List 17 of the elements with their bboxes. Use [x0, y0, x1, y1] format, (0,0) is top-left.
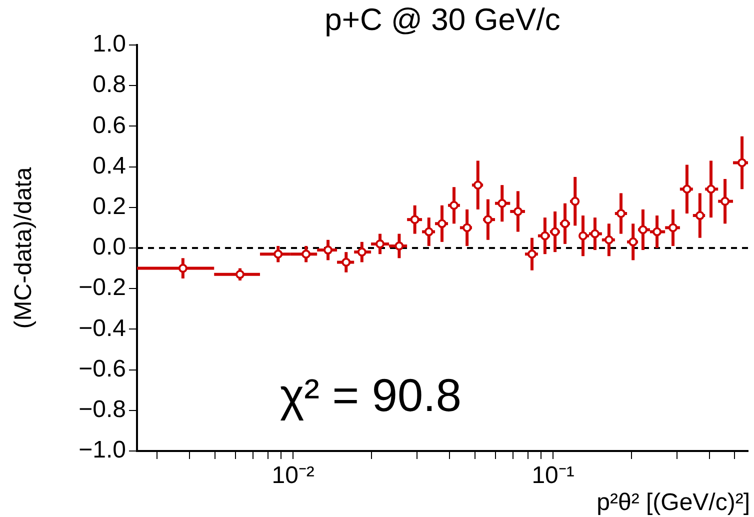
- y-tick-label: 0.0: [92, 234, 126, 261]
- x-tick-label: 10⁻²: [272, 462, 314, 490]
- y-tick-label: 0.8: [92, 71, 126, 98]
- chart-title: p+C @ 30 GeV/c: [324, 2, 562, 38]
- y-tick-label: −1.0: [78, 436, 126, 464]
- y-axis-title: (MC-data)/data: [10, 167, 38, 329]
- y-tick-label: −0.8: [78, 396, 126, 424]
- y-tick-label: 1.0: [92, 30, 126, 58]
- y-tick-label: 0.6: [92, 112, 126, 139]
- y-tick-label: 0.2: [92, 193, 126, 220]
- y-tick-label: −0.6: [78, 355, 126, 382]
- annotation: χ² = 90.8: [280, 368, 462, 422]
- y-tick-label: −0.2: [78, 274, 126, 302]
- y-tick-label: 0.4: [92, 152, 126, 180]
- x-axis-title: p²θ² [(GeV/c)²]: [596, 489, 750, 517]
- x-tick-label: 10⁻¹: [532, 462, 574, 490]
- y-tick-label: −0.4: [78, 314, 126, 342]
